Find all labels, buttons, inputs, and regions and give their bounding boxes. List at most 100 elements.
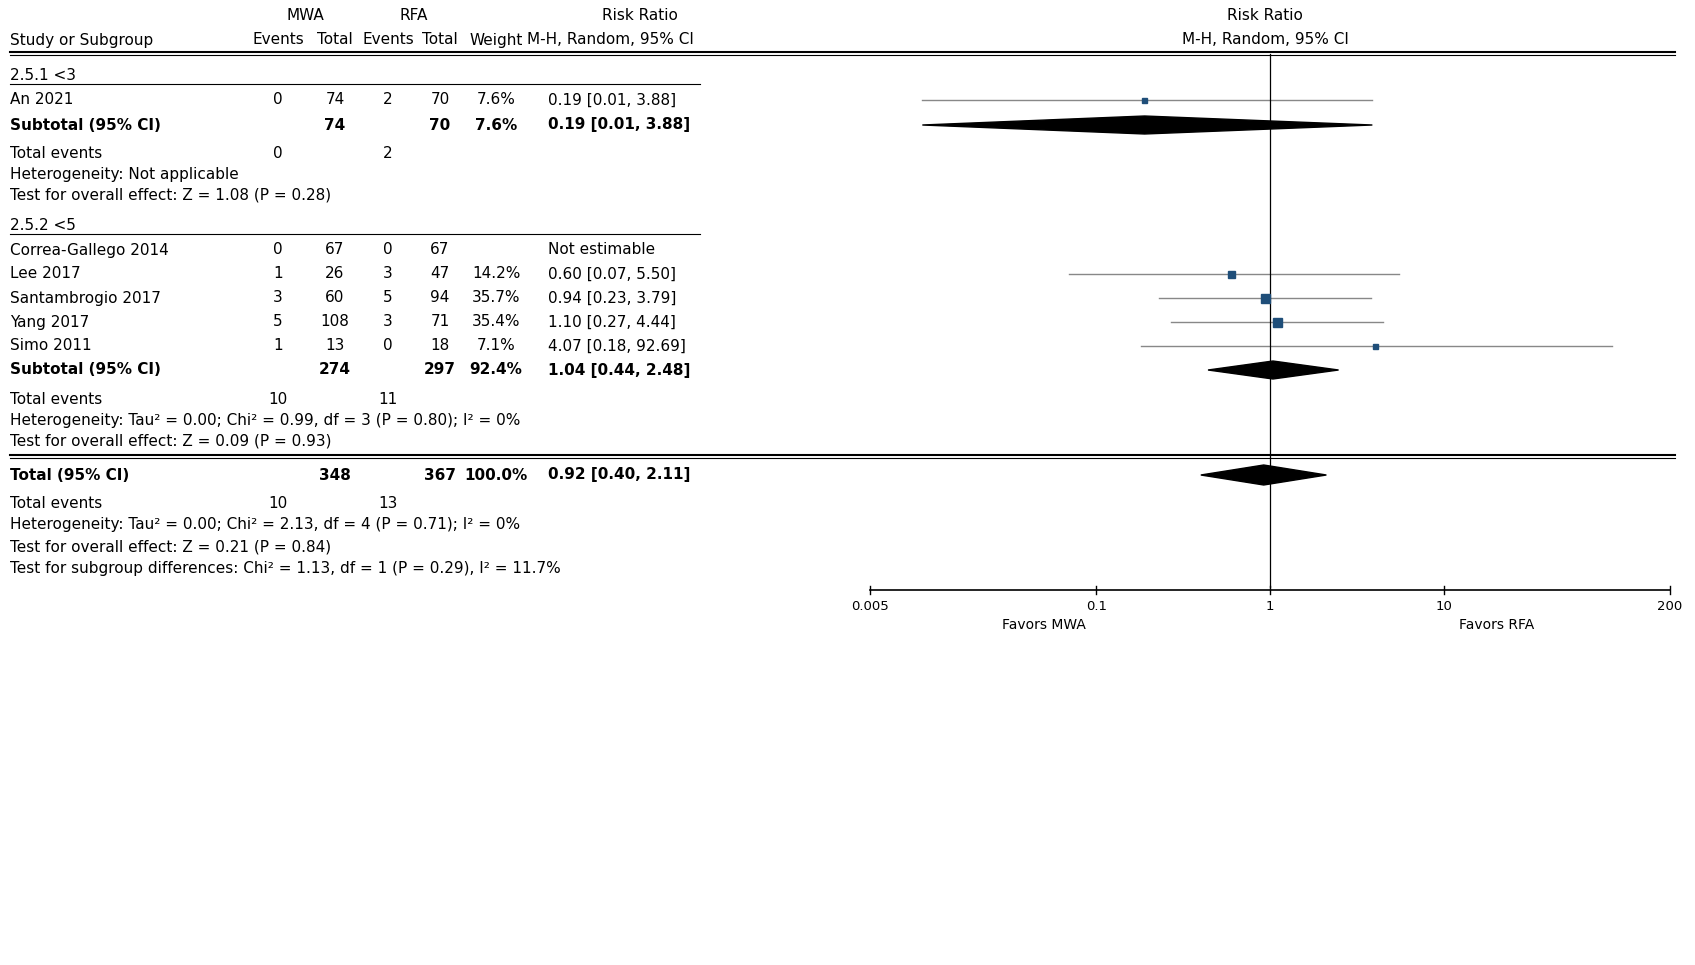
Text: 0: 0 (273, 93, 283, 107)
Text: 11: 11 (378, 392, 398, 406)
Text: Correa-Gallego 2014: Correa-Gallego 2014 (10, 242, 170, 258)
Text: 1: 1 (273, 339, 283, 353)
Text: 0: 0 (383, 242, 393, 258)
Text: 0: 0 (383, 339, 393, 353)
Text: 7.1%: 7.1% (476, 339, 515, 353)
Text: 0: 0 (273, 242, 283, 258)
Text: 108: 108 (320, 315, 349, 329)
Text: Yang 2017: Yang 2017 (10, 315, 90, 329)
Text: Events: Events (363, 33, 414, 47)
Text: RFA: RFA (400, 8, 429, 22)
Text: 3: 3 (383, 266, 393, 282)
Text: 0: 0 (273, 146, 283, 160)
Text: Lee 2017: Lee 2017 (10, 266, 81, 282)
Text: Test for subgroup differences: Chi² = 1.13, df = 1 (P = 0.29), I² = 11.7%: Test for subgroup differences: Chi² = 1.… (10, 562, 561, 576)
Text: 14.2%: 14.2% (471, 266, 520, 282)
Text: Total (95% CI): Total (95% CI) (10, 467, 129, 482)
Text: Heterogeneity: Tau² = 0.00; Chi² = 0.99, df = 3 (P = 0.80); I² = 0%: Heterogeneity: Tau² = 0.00; Chi² = 0.99,… (10, 412, 520, 427)
Text: 1.04 [0.44, 2.48]: 1.04 [0.44, 2.48] (547, 363, 690, 377)
Text: 274: 274 (319, 363, 351, 377)
Text: 200: 200 (1658, 600, 1683, 613)
Text: Total events: Total events (10, 146, 102, 160)
Text: 92.4%: 92.4% (470, 363, 522, 377)
Text: 35.7%: 35.7% (471, 290, 520, 306)
Text: 10: 10 (268, 495, 288, 510)
Text: M-H, Random, 95% CI: M-H, Random, 95% CI (1181, 33, 1349, 47)
Text: 67: 67 (325, 242, 344, 258)
Text: Study or Subgroup: Study or Subgroup (10, 33, 153, 47)
Text: Favors RFA: Favors RFA (1458, 618, 1534, 632)
Text: 18: 18 (431, 339, 449, 353)
Text: 70: 70 (429, 118, 451, 132)
Text: Not estimable: Not estimable (547, 242, 656, 258)
Polygon shape (1200, 465, 1327, 485)
Text: 0.92 [0.40, 2.11]: 0.92 [0.40, 2.11] (547, 467, 690, 482)
Text: Risk Ratio: Risk Ratio (1227, 8, 1303, 22)
Text: Total events: Total events (10, 495, 102, 510)
Text: 3: 3 (383, 315, 393, 329)
Text: 100.0%: 100.0% (464, 467, 527, 482)
Text: 5: 5 (273, 315, 283, 329)
Text: 2: 2 (383, 93, 393, 107)
Text: 1: 1 (273, 266, 283, 282)
Text: 0.94 [0.23, 3.79]: 0.94 [0.23, 3.79] (547, 290, 676, 306)
Text: 4.07 [0.18, 92.69]: 4.07 [0.18, 92.69] (547, 339, 686, 353)
Text: 3: 3 (273, 290, 283, 306)
Text: Risk Ratio: Risk Ratio (602, 8, 678, 22)
Text: 297: 297 (424, 363, 456, 377)
Bar (1261, 293, 1270, 302)
Text: 70: 70 (431, 93, 449, 107)
Text: 2: 2 (383, 146, 393, 160)
Text: 94: 94 (431, 290, 449, 306)
Text: 7.6%: 7.6% (475, 118, 517, 132)
Text: 367: 367 (424, 467, 456, 482)
Text: Test for overall effect: Z = 0.21 (P = 0.84): Test for overall effect: Z = 0.21 (P = 0… (10, 539, 331, 555)
Text: Favors MWA: Favors MWA (1002, 618, 1086, 632)
Text: Subtotal (95% CI): Subtotal (95% CI) (10, 118, 161, 132)
Text: 0.19 [0.01, 3.88]: 0.19 [0.01, 3.88] (547, 118, 690, 132)
Text: 71: 71 (431, 315, 449, 329)
Text: 1: 1 (1266, 600, 1275, 613)
Bar (1373, 344, 1378, 348)
Polygon shape (1209, 361, 1339, 379)
Text: 10: 10 (1436, 600, 1453, 613)
Text: M-H, Random, 95% CI: M-H, Random, 95% CI (527, 33, 693, 47)
Text: 74: 74 (325, 93, 344, 107)
Text: Santambrogio 2017: Santambrogio 2017 (10, 290, 161, 306)
Bar (1142, 97, 1148, 102)
Text: 13: 13 (325, 339, 344, 353)
Text: 1.10 [0.27, 4.44]: 1.10 [0.27, 4.44] (547, 315, 676, 329)
Text: 0.1: 0.1 (1086, 600, 1107, 613)
Bar (1273, 317, 1281, 326)
Text: Events: Events (253, 33, 303, 47)
Text: An 2021: An 2021 (10, 93, 73, 107)
Text: 67: 67 (431, 242, 449, 258)
Text: 7.6%: 7.6% (476, 93, 515, 107)
Text: 60: 60 (325, 290, 344, 306)
Text: 47: 47 (431, 266, 449, 282)
Text: 5: 5 (383, 290, 393, 306)
Text: 2.5.2 <5: 2.5.2 <5 (10, 217, 76, 233)
Text: 74: 74 (324, 118, 346, 132)
Text: 13: 13 (378, 495, 398, 510)
Text: Test for overall effect: Z = 1.08 (P = 0.28): Test for overall effect: Z = 1.08 (P = 0… (10, 187, 331, 203)
Text: 0.60 [0.07, 5.50]: 0.60 [0.07, 5.50] (547, 266, 676, 282)
Text: Heterogeneity: Tau² = 0.00; Chi² = 2.13, df = 4 (P = 0.71); I² = 0%: Heterogeneity: Tau² = 0.00; Chi² = 2.13,… (10, 517, 520, 533)
Text: 0.005: 0.005 (851, 600, 888, 613)
Text: Total: Total (317, 33, 353, 47)
Text: Weight: Weight (470, 33, 522, 47)
Text: Heterogeneity: Not applicable: Heterogeneity: Not applicable (10, 167, 239, 181)
Bar (1227, 270, 1236, 278)
Polygon shape (922, 116, 1373, 134)
Text: 0.19 [0.01, 3.88]: 0.19 [0.01, 3.88] (547, 93, 676, 107)
Text: MWA: MWA (286, 8, 324, 22)
Text: Total: Total (422, 33, 458, 47)
Text: 10: 10 (268, 392, 288, 406)
Text: 35.4%: 35.4% (471, 315, 520, 329)
Text: Simo 2011: Simo 2011 (10, 339, 92, 353)
Text: 348: 348 (319, 467, 351, 482)
Text: Test for overall effect: Z = 0.09 (P = 0.93): Test for overall effect: Z = 0.09 (P = 0… (10, 433, 332, 449)
Text: 2.5.1 <3: 2.5.1 <3 (10, 68, 76, 82)
Text: 26: 26 (325, 266, 344, 282)
Text: Subtotal (95% CI): Subtotal (95% CI) (10, 363, 161, 377)
